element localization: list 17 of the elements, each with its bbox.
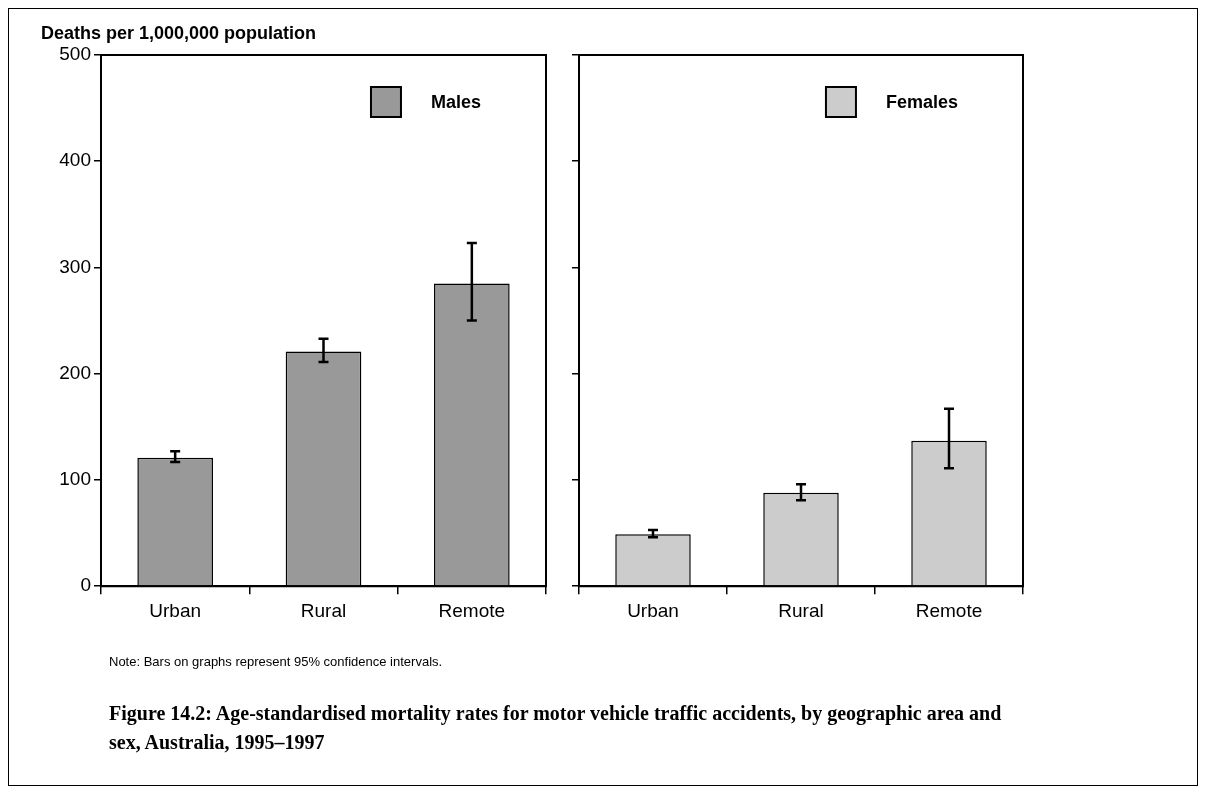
x-tick-label: Remote (915, 599, 983, 621)
x-tick-label: Rural (300, 599, 347, 621)
text: Figure 14.2: Age-standardised mortality rates for motor vehicle traffic accidents, by geographic area and sex, Australia, 1995–1997 (109, 701, 1003, 755)
y-axis-title: Deaths per 1,000,000 population (41, 22, 317, 43)
y-tick-label: 400 (59, 149, 91, 171)
y-tick-label: 300 (59, 255, 91, 277)
x-tick-label: Urban (627, 599, 679, 621)
y-tick-label: 100 (59, 468, 91, 490)
x-tick-label: Remote (438, 599, 506, 621)
legend-label: Females (885, 91, 958, 112)
x-tick-label: Rural (778, 599, 824, 621)
y-tick-label: 500 (59, 43, 91, 65)
x-tick-label: Urban (149, 599, 202, 621)
legend-label: Males (430, 91, 481, 112)
y-tick-label: 200 (59, 361, 91, 383)
text: Note: Bars on graphs represent 95% confidence intervals. (109, 654, 443, 669)
y-tick-label: 0 (80, 574, 91, 596)
